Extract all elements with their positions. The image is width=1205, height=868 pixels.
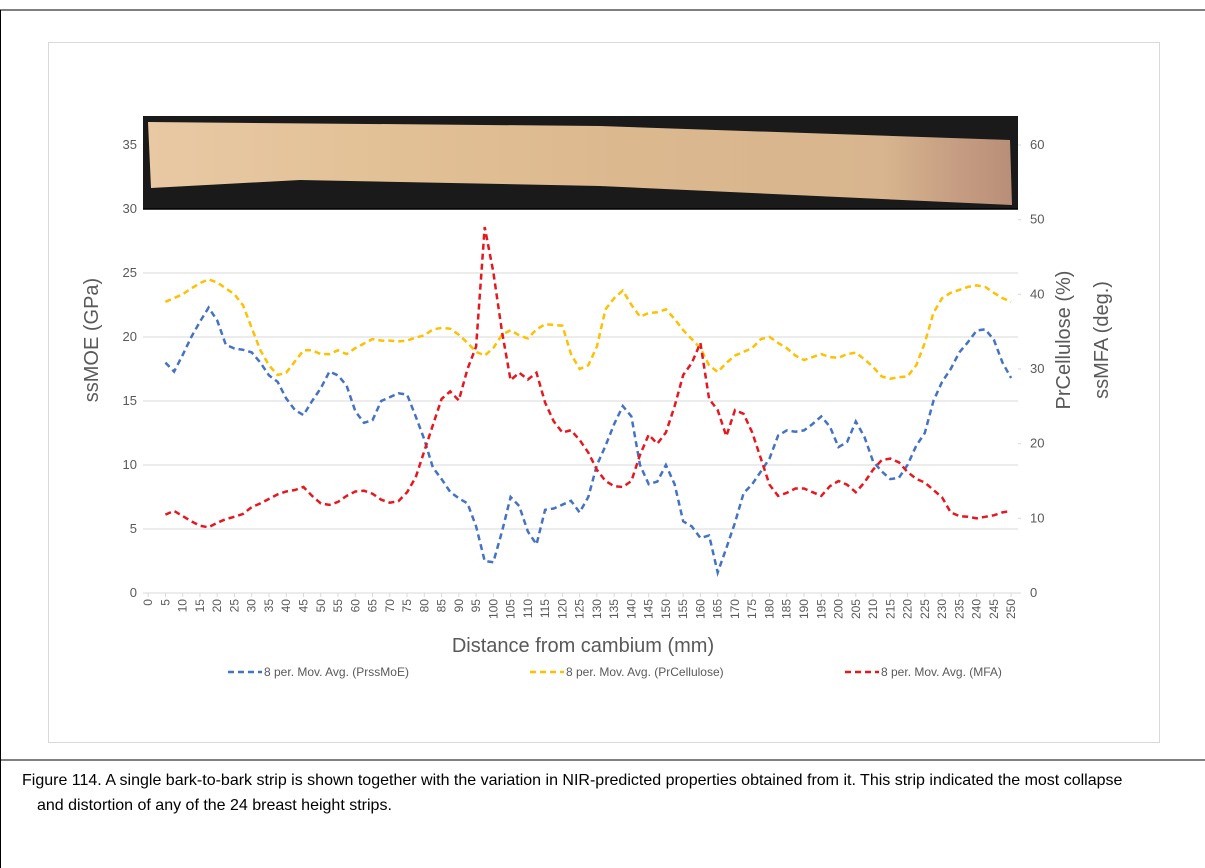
x-tick-label: 150 bbox=[659, 599, 673, 619]
x-tick-label: 240 bbox=[970, 599, 984, 619]
x-tick-label: 135 bbox=[607, 599, 621, 619]
x-tick-label: 245 bbox=[987, 599, 1001, 619]
x-tick-label: 65 bbox=[366, 599, 380, 613]
series-line bbox=[164, 226, 1012, 529]
y2-axis-title: PrCellulose (%) bbox=[1053, 271, 1075, 410]
x-tick-label: 15 bbox=[193, 599, 207, 613]
x-tick-label: 155 bbox=[676, 599, 690, 619]
x-tick-label: 250 bbox=[1004, 599, 1018, 619]
y2-tick-label: 0 bbox=[1030, 585, 1037, 600]
x-tick-label: 75 bbox=[400, 599, 414, 613]
x-tick-label: 5 bbox=[158, 599, 172, 606]
x-tick-label: 170 bbox=[728, 599, 742, 619]
x-tick-label: 235 bbox=[952, 599, 966, 619]
x-tick-label: 105 bbox=[504, 599, 518, 619]
x-tick-label: 45 bbox=[297, 599, 311, 613]
chart-border bbox=[48, 42, 1160, 743]
legend-label: 8 per. Mov. Avg. (MFA) bbox=[881, 665, 1002, 679]
y-axis-title: ssMOE (GPa) bbox=[81, 278, 103, 402]
y-tick-label: 20 bbox=[123, 329, 137, 344]
x-tick-label: 60 bbox=[348, 599, 362, 613]
x-tick-label: 165 bbox=[711, 599, 725, 619]
y-tick-label: 15 bbox=[123, 393, 137, 408]
y-tick-label: 35 bbox=[123, 137, 137, 152]
x-tick-label: 185 bbox=[780, 599, 794, 619]
series-line bbox=[164, 305, 1013, 577]
y-tick-label: 10 bbox=[123, 457, 137, 472]
x-tick-label: 120 bbox=[555, 599, 569, 619]
x-tick-label: 55 bbox=[331, 599, 345, 613]
x-tick-label: 70 bbox=[383, 599, 397, 613]
x-tick-label: 195 bbox=[814, 599, 828, 619]
x-tick-label: 85 bbox=[435, 599, 449, 613]
x-tick-label: 130 bbox=[590, 599, 604, 619]
x-tick-label: 230 bbox=[935, 599, 949, 619]
x-tick-label: 10 bbox=[176, 599, 190, 613]
x-tick-label: 95 bbox=[469, 599, 483, 613]
x-tick-label: 180 bbox=[762, 599, 776, 619]
y2-tick-label: 30 bbox=[1030, 361, 1044, 376]
x-tick-label: 110 bbox=[521, 599, 535, 618]
y-tick-label: 25 bbox=[123, 265, 137, 280]
x-tick-label: 225 bbox=[918, 599, 932, 619]
x-tick-label: 50 bbox=[314, 599, 328, 613]
legend-label: 8 per. Mov. Avg. (PrssMoE) bbox=[264, 665, 409, 679]
x-tick-label: 20 bbox=[210, 599, 224, 613]
x-tick-label: 30 bbox=[245, 599, 259, 613]
x-tick-label: 215 bbox=[883, 599, 897, 619]
x-tick-label: 125 bbox=[573, 599, 587, 619]
y2-tick-label: 10 bbox=[1030, 510, 1044, 525]
series-line bbox=[164, 278, 1012, 380]
x-tick-label: 205 bbox=[849, 599, 863, 619]
x-tick-label: 140 bbox=[624, 599, 638, 619]
wood-strip bbox=[148, 122, 1012, 205]
x-tick-label: 175 bbox=[745, 599, 759, 619]
y2-tick-label: 40 bbox=[1030, 286, 1044, 301]
x-tick-label: 145 bbox=[642, 599, 656, 619]
y-tick-label: 30 bbox=[123, 201, 137, 216]
y2-tick-label: 60 bbox=[1030, 137, 1044, 152]
x-tick-label: 190 bbox=[797, 599, 811, 619]
x-tick-label: 35 bbox=[262, 599, 276, 613]
y2-tick-label: 50 bbox=[1030, 212, 1044, 227]
x-tick-label: 90 bbox=[452, 599, 466, 613]
x-tick-label: 100 bbox=[486, 599, 500, 619]
x-tick-label: 160 bbox=[693, 599, 707, 619]
x-tick-label: 0 bbox=[141, 599, 155, 606]
x-tick-label: 200 bbox=[832, 599, 846, 619]
caption: Figure 114. A single bark-to-bark strip … bbox=[22, 772, 1123, 814]
x-tick-label: 40 bbox=[279, 599, 293, 613]
x-tick-label: 25 bbox=[227, 599, 241, 613]
legend-label: 8 per. Mov. Avg. (PrCellulose) bbox=[566, 665, 724, 679]
x-tick-label: 220 bbox=[901, 599, 915, 619]
y2-axis-title: ssMFA (deg.) bbox=[1091, 281, 1113, 399]
x-tick-label: 115 bbox=[538, 599, 552, 618]
x-tick-label: 80 bbox=[417, 599, 431, 613]
x-axis-title: Distance from cambium (mm) bbox=[452, 635, 714, 657]
y2-tick-label: 20 bbox=[1030, 436, 1044, 451]
y-tick-label: 0 bbox=[130, 585, 137, 600]
x-tick-label: 210 bbox=[866, 599, 880, 619]
y-tick-label: 5 bbox=[130, 521, 137, 536]
